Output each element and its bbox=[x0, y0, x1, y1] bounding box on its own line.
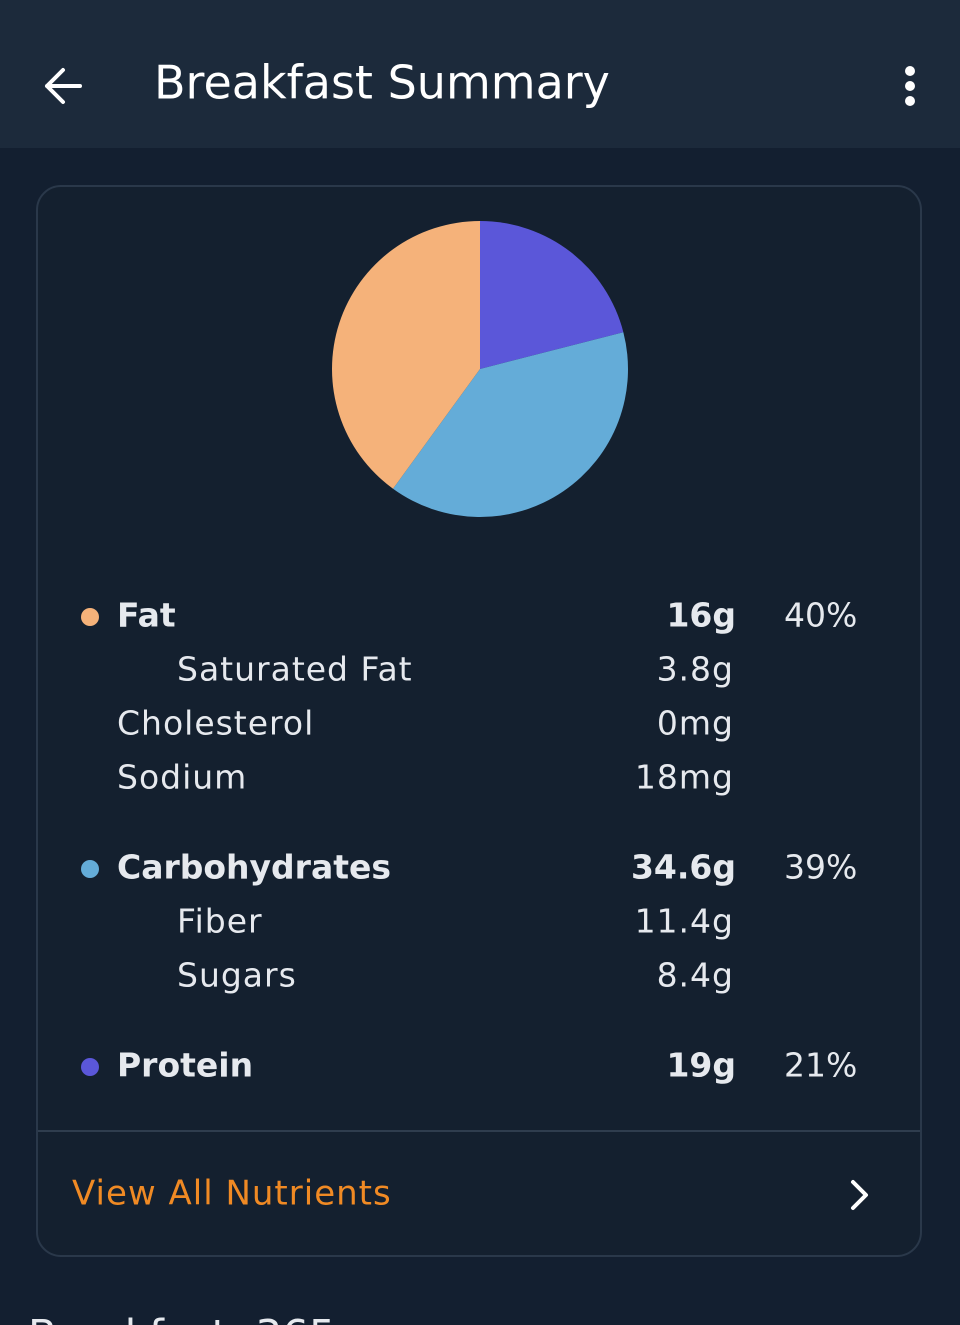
nutrient-detail-amount: 3.8g bbox=[657, 650, 734, 689]
back-button[interactable] bbox=[45, 68, 82, 104]
nutrient-name: Protein bbox=[117, 1046, 253, 1085]
nutrient-amount: 19g bbox=[666, 1046, 736, 1085]
pie-slice bbox=[480, 221, 624, 369]
nutrient-detail-name: Fiber bbox=[177, 902, 263, 941]
menu-dot bbox=[905, 81, 915, 91]
nutrient-name: Fat bbox=[117, 596, 176, 635]
nutrient-percent: 39% bbox=[784, 848, 857, 887]
pie-slice bbox=[332, 221, 480, 489]
chevron bbox=[851, 1180, 868, 1210]
back-arrow bbox=[45, 68, 82, 104]
nutrient-amount: 16g bbox=[666, 596, 736, 635]
view-all-link[interactable]: View All Nutrients bbox=[72, 1174, 868, 1214]
legend-dot bbox=[81, 860, 99, 878]
screen-title: Breakfast Summary bbox=[154, 56, 610, 110]
more-button[interactable] bbox=[905, 66, 915, 106]
menu-dot bbox=[905, 66, 915, 76]
nutrient-detail-amount: 0mg bbox=[657, 704, 734, 743]
nutrient-percent: 40% bbox=[784, 596, 857, 635]
legend-dot bbox=[81, 1058, 99, 1076]
link-text: View All Nutrients bbox=[72, 1174, 392, 1214]
nutrient-name: Carbohydrates bbox=[117, 848, 391, 887]
nutrient-detail-name: Cholesterol bbox=[117, 704, 314, 743]
nutrient-detail-name: Sodium bbox=[117, 758, 247, 797]
app-bar bbox=[0, 0, 960, 148]
nutrient-detail-name: Sugars bbox=[177, 956, 297, 995]
nutrient-detail-amount: 11.4g bbox=[635, 902, 734, 941]
legend-dot bbox=[81, 608, 99, 626]
nutrient-detail-amount: 8.4g bbox=[657, 956, 734, 995]
pie-slice bbox=[393, 332, 628, 518]
nutrient-percent: 21% bbox=[784, 1046, 857, 1085]
nutrient-detail-amount: 18mg bbox=[635, 758, 734, 797]
footer-heading: Breakfast: 365 bbox=[28, 1311, 336, 1325]
summary-card bbox=[36, 185, 922, 1257]
menu-dot bbox=[905, 96, 915, 106]
nutrient-amount: 34.6g bbox=[631, 848, 736, 887]
nutrient-detail-name: Saturated Fat bbox=[177, 650, 413, 689]
